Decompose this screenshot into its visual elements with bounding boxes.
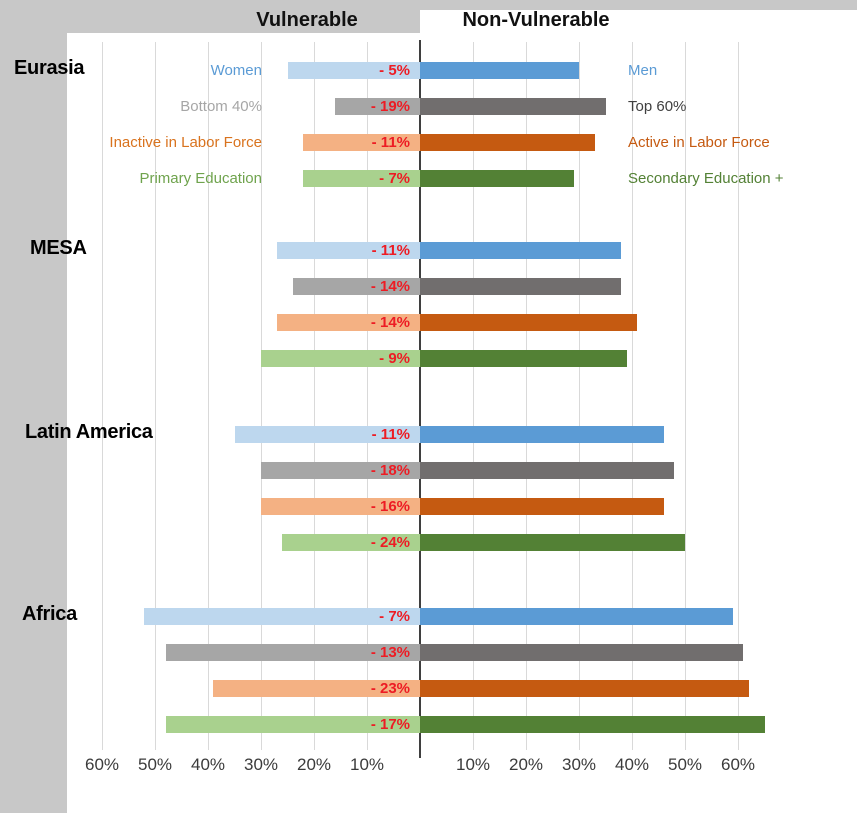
category-label-vulnerable: Inactive in Labor Force (109, 134, 262, 151)
category-label-nonvulnerable: Active in Labor Force (628, 134, 770, 151)
vulnerable-bar (282, 534, 420, 551)
gridline (102, 42, 103, 750)
gap-value-label: - 16% (370, 498, 410, 515)
vulnerable-bar (335, 98, 420, 115)
category-label-nonvulnerable: Men (628, 62, 658, 79)
nonvulnerable-bar (420, 170, 574, 187)
axis-zero-line (419, 40, 421, 758)
nonvulnerable-bar (420, 498, 664, 515)
gap-value-label: - 14% (370, 314, 410, 331)
x-tick-label: 20% (508, 755, 544, 774)
x-tick-label: 10% (349, 755, 385, 774)
category-label-nonvulnerable: Top 60% (628, 98, 687, 115)
vulnerable-bar (303, 134, 420, 151)
gridline (367, 42, 368, 750)
gap-value-label: - 19% (370, 98, 410, 115)
gridline (208, 42, 209, 750)
x-tick-label: 50% (667, 755, 703, 774)
x-tick-label: 50% (137, 755, 173, 774)
gridline (261, 42, 262, 750)
vulnerable-bar (144, 608, 420, 625)
gridline (738, 42, 739, 750)
vulnerable-bar (287, 62, 420, 79)
x-tick-label: 40% (614, 755, 650, 774)
nonvulnerable-bar (420, 278, 622, 295)
gap-value-label: - 24% (370, 534, 410, 551)
x-tick-label: 60% (84, 755, 120, 774)
gap-value-label: - 17% (370, 716, 410, 733)
gridline (155, 42, 156, 750)
gridline (685, 42, 686, 750)
nonvulnerable-bar (420, 426, 664, 443)
vulnerable-bar (213, 680, 420, 697)
gap-value-label: - 13% (370, 644, 410, 661)
region-label: Latin America (25, 421, 153, 443)
gridline (579, 42, 580, 750)
vulnerable-bar (261, 498, 420, 515)
nonvulnerable-bar (420, 534, 685, 551)
gap-value-label: - 11% (371, 242, 410, 259)
x-tick-label: 60% (720, 755, 756, 774)
category-label-nonvulnerable: Secondary Education + (628, 170, 784, 187)
gap-value-label: - 5% (379, 62, 410, 79)
vulnerable-header: Vulnerable (256, 9, 358, 31)
vulnerable-bar (276, 314, 420, 331)
category-label-vulnerable: Primary Education (139, 170, 262, 187)
category-label-vulnerable: Women (210, 62, 262, 79)
vulnerable-bar (261, 462, 420, 479)
nonvulnerable-bar (420, 314, 638, 331)
x-tick-label: 30% (243, 755, 279, 774)
nonvulnerable-bar (420, 716, 765, 733)
gap-value-label: - 7% (379, 170, 410, 187)
gridline (314, 42, 315, 750)
vulnerable-bar (234, 426, 420, 443)
nonvulnerable-bar (420, 644, 744, 661)
non-vulnerable-header: Non-Vulnerable (462, 9, 610, 31)
nonvulnerable-bar (420, 134, 595, 151)
gridline (526, 42, 527, 750)
vulnerable-bar (276, 242, 420, 259)
gap-value-label: - 9% (379, 350, 410, 367)
gridline (473, 42, 474, 750)
gap-value-label: - 23% (370, 680, 410, 697)
region-label: MESA (30, 237, 87, 259)
region-label: Africa (22, 603, 77, 625)
vulnerable-bar (292, 278, 420, 295)
x-tick-label: 30% (561, 755, 597, 774)
vulnerable-bar (165, 716, 420, 733)
nonvulnerable-bar (420, 98, 606, 115)
vulnerable-bar (261, 350, 420, 367)
x-tick-label: 10% (455, 755, 491, 774)
gap-value-label: - 14% (370, 278, 410, 295)
nonvulnerable-bar (420, 350, 627, 367)
gap-value-label: - 11% (371, 134, 410, 151)
gap-value-label: - 7% (379, 608, 410, 625)
vulnerable-bar (165, 644, 420, 661)
nonvulnerable-bar (420, 242, 622, 259)
category-label-vulnerable: Bottom 40% (180, 98, 262, 115)
nonvulnerable-bar (420, 462, 675, 479)
gap-value-label: - 18% (370, 462, 410, 479)
vulnerable-bar (303, 170, 420, 187)
gap-value-label: - 11% (371, 426, 410, 443)
x-tick-label: 20% (296, 755, 332, 774)
x-tick-label: 40% (190, 755, 226, 774)
nonvulnerable-bar (420, 62, 579, 79)
header-panel (420, 10, 857, 37)
region-label: Eurasia (14, 57, 85, 79)
nonvulnerable-bar (420, 608, 733, 625)
nonvulnerable-bar (420, 680, 749, 697)
gridline (632, 42, 633, 750)
